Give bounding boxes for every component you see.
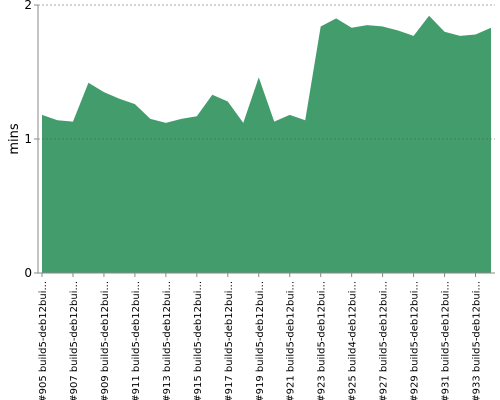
x-tick-label: #913 build5-deb12bui... [162,281,173,400]
x-tick-label: #921 build5-deb12bui... [286,281,297,400]
x-tick-label: #925 build4-deb12bui... [348,281,359,400]
y-tick-label: 0 [24,266,32,280]
x-tick-label: #919 build5-deb12bui... [255,281,266,400]
y-axis-label: mins [7,123,22,155]
x-tick-label: #929 build5-deb12bui... [410,281,421,400]
y-tick-label: 2 [24,0,32,12]
x-tick-label: #911 build5-deb12bui... [131,281,142,400]
x-tick-label: #909 build5-deb12bui... [100,281,111,400]
x-tick-label: #933 build5-deb12bui... [472,281,483,400]
x-tick-label: #927 build5-deb12bui... [379,281,390,400]
y-tick-label: 1 [24,132,32,146]
area [42,15,491,273]
x-tick-label: #931 build5-deb12bui... [441,281,452,400]
x-tick-label: #923 build5-deb12bui... [317,281,328,400]
x-tick-label: #905 build5-deb12bui... [38,281,49,400]
x-tick-label: #917 build5-deb12bui... [224,281,235,400]
x-tick-label: #907 build5-deb12bui... [69,281,80,400]
x-tick-label: #915 build5-deb12bui... [193,281,204,400]
